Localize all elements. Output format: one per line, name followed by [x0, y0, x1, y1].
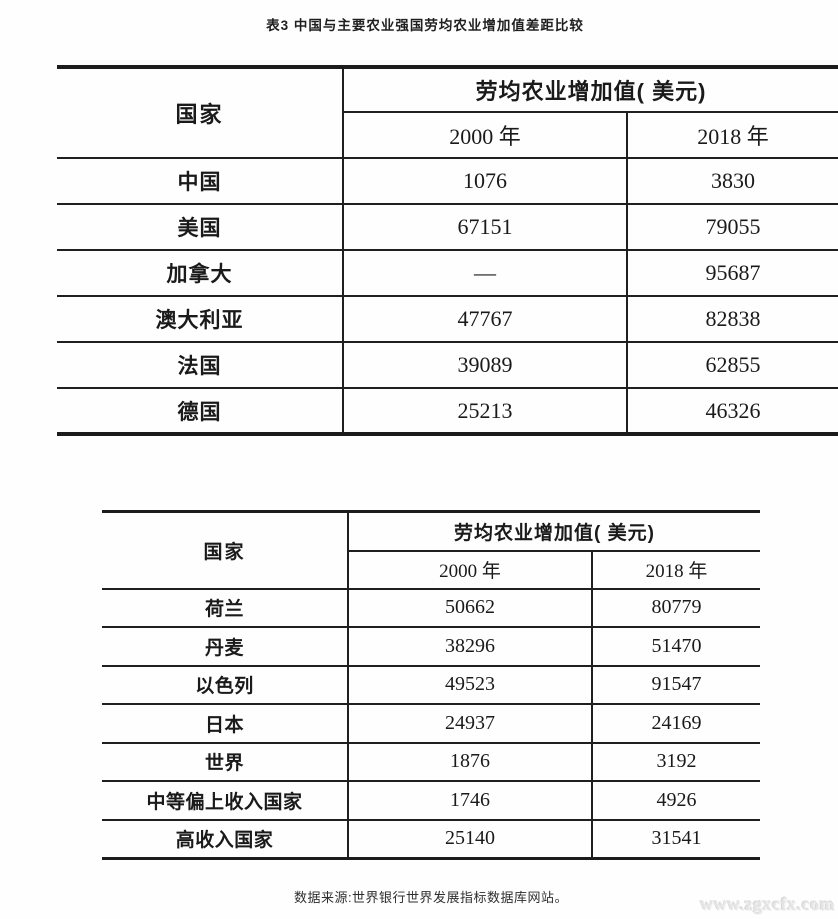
data-source-note: 数据来源:世界银行世界发展指标数据库网站。 — [293, 890, 569, 905]
group-column-header: 劳均农业增加值( 美元) — [348, 511, 760, 552]
value-2000-cell: 25140 — [445, 827, 495, 849]
site-watermark: www.zgxcfx.com — [700, 894, 835, 914]
value-2018-cell: 3830 — [625, 158, 838, 205]
value-2000-cell: 38296 — [348, 627, 592, 667]
value-2000-cell: 47767 — [343, 296, 627, 343]
table-other-countries: 国家 劳均农业增加值( 美元) 2000 年 2018 年 荷兰 50662 8… — [102, 510, 760, 860]
value-2000-cell: 50662 — [348, 588, 592, 628]
country-cell: 世界 — [102, 742, 349, 782]
table-row: 德国 25213 46326 — [57, 388, 838, 434]
table-row: 中等偏上收入国家 1746 4926 — [102, 781, 760, 821]
country-column-header: 国家 — [102, 511, 349, 590]
year-2000-header: 2000 年 — [343, 112, 627, 159]
value-2018-cell: 3192 — [591, 742, 760, 782]
country-cell: 美国 — [57, 204, 344, 251]
table-row: 美国 67151 79055 — [57, 204, 838, 251]
value-2000-cell: — — [343, 250, 627, 297]
year-2018-header: 2018 年 — [591, 550, 760, 590]
table-subheader-row: 2000 年 2018 年 — [57, 112, 838, 159]
value-2000-cell: 49523 — [348, 665, 592, 705]
table-row: 丹麦 38296 51470 — [102, 627, 760, 667]
table-row: 加拿大 — 95687 — [57, 250, 838, 297]
table-row: 中国 1076 3830 — [57, 158, 838, 205]
year-2018-header: 2018 年 — [625, 112, 838, 159]
value-2018-cell: 79055 — [625, 204, 838, 251]
country-cell: 法国 — [57, 342, 344, 389]
country-column-header: 国家 — [57, 67, 344, 159]
value-2018-cell: 46326 — [625, 388, 838, 434]
year-2000-header: 2000 年 — [348, 550, 592, 590]
table-header-row: 国家 劳均农业增加值( 美元) — [102, 511, 760, 590]
table-row: 澳大利亚 47767 82838 — [57, 296, 838, 343]
country-cell: 加拿大 — [57, 250, 344, 297]
value-2018-cell: 51470 — [591, 627, 760, 667]
page-title: 表3 中国与主要农业强国劳均农业增加值差距比较 — [266, 18, 584, 33]
value-2018-cell: 4926 — [591, 781, 760, 821]
country-cell: 高收入国家 — [102, 819, 349, 858]
table-main-countries: 国家 劳均农业增加值( 美元) 2000 年 2018 年 中国 1076 38… — [57, 65, 838, 436]
value-2000-cell: 1746 — [348, 781, 592, 821]
country-cell: 日本 — [102, 704, 349, 744]
country-cell: 丹麦 — [102, 627, 349, 667]
value-2000-cell: 39089 — [343, 342, 627, 389]
country-cell: 澳大利亚 — [57, 296, 344, 343]
group-column-header: 劳均农业增加值( 美元) — [343, 67, 838, 113]
value-2000-cell: 1876 — [348, 742, 592, 782]
value-2000-cell: 67151 — [343, 204, 627, 251]
value-2018-cell: 95687 — [625, 250, 838, 297]
country-cell: 德国 — [57, 388, 344, 434]
country-cell: 中等偏上收入国家 — [102, 781, 349, 821]
table-row: 荷兰 50662 80779 — [102, 588, 760, 628]
table-row: 高收入国家 25140 31541 — [102, 819, 760, 858]
country-cell: 中国 — [57, 158, 344, 205]
value-2018-cell: 82838 — [625, 296, 838, 343]
value-2000-cell: 24937 — [348, 704, 592, 744]
value-2000-cell: 25213 — [457, 397, 513, 423]
value-2018-cell: 31541 — [591, 819, 760, 858]
table-row: 法国 39089 62855 — [57, 342, 838, 389]
table-row: 世界 1876 3192 — [102, 742, 760, 782]
country-cell: 以色列 — [102, 665, 349, 705]
table-row: 日本 24937 24169 — [102, 704, 760, 744]
value-2000-cell: 1076 — [343, 158, 627, 205]
table-header-row: 国家 劳均农业增加值( 美元) — [57, 67, 838, 159]
value-2018-cell: 91547 — [591, 665, 760, 705]
value-2018-cell: 80779 — [591, 588, 760, 628]
country-cell: 荷兰 — [102, 588, 349, 628]
table-row: 以色列 49523 91547 — [102, 665, 760, 705]
table-subheader-row: 2000 年 2018 年 — [102, 550, 760, 590]
value-2018-cell: 24169 — [591, 704, 760, 744]
value-2018-cell: 62855 — [625, 342, 838, 389]
